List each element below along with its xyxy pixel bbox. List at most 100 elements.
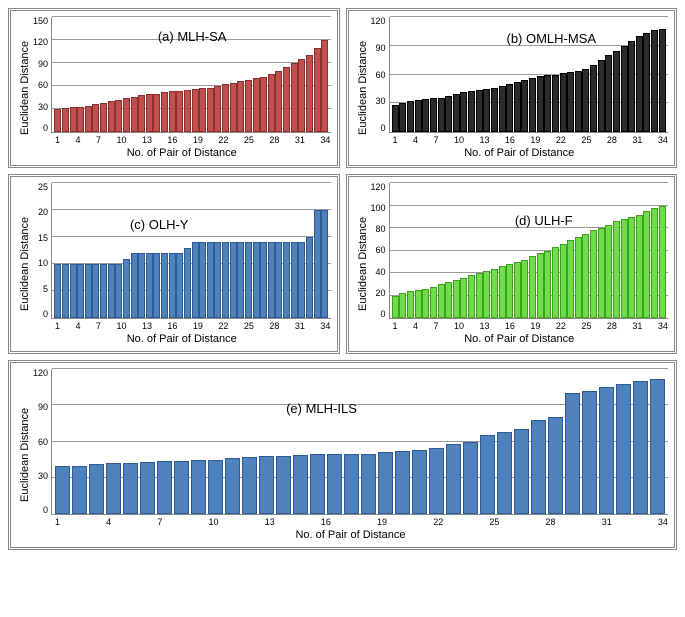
bar (253, 78, 260, 132)
bar (314, 48, 321, 132)
plot-area: (c) OLH-Y (51, 183, 331, 319)
bar (276, 456, 291, 514)
bar (429, 448, 444, 514)
bar (651, 208, 658, 318)
y-ticks: 0510152025 (33, 183, 51, 319)
bar (567, 72, 574, 132)
bar (245, 80, 252, 132)
bar (560, 244, 567, 318)
bar (544, 75, 551, 133)
bar (169, 253, 176, 318)
bar (407, 291, 414, 318)
plot-area: (e) MLH-ILS (51, 369, 668, 515)
bar (70, 107, 77, 132)
bar (582, 234, 589, 318)
bar (169, 91, 176, 132)
bar (123, 98, 130, 132)
y-axis-label: Euclidean Distance (355, 183, 371, 345)
chart-title: (a) MLH-SA (158, 29, 227, 44)
bar (225, 458, 240, 514)
bar (253, 242, 260, 318)
bar (291, 63, 298, 132)
bar (108, 264, 115, 318)
bar (174, 461, 189, 514)
bar (491, 88, 498, 132)
bar (138, 95, 145, 132)
bar (483, 89, 490, 132)
bar (115, 100, 122, 132)
bar (415, 290, 422, 318)
bar (123, 259, 130, 318)
bar (230, 242, 237, 318)
bar (497, 432, 512, 514)
bar (306, 237, 313, 318)
bar (651, 30, 658, 132)
bar (395, 451, 410, 514)
chart-grid: Euclidean Distance0306090120150(a) MLH-S… (8, 8, 677, 550)
bar (242, 457, 257, 514)
bar (321, 210, 328, 318)
bar (499, 266, 506, 318)
plot-area: (a) MLH-SA (51, 17, 330, 133)
bar (259, 456, 274, 514)
bar (598, 228, 605, 318)
x-ticks: 147101316192225283134 (55, 319, 331, 331)
bar (146, 94, 153, 132)
bar (463, 442, 478, 515)
bar (92, 104, 99, 132)
x-axis-label: No. of Pair of Distance (33, 145, 331, 159)
bar (208, 460, 223, 514)
bar (659, 206, 666, 319)
bar (230, 83, 237, 132)
x-ticks: 147101316192225283134 (393, 133, 669, 145)
bar (582, 69, 589, 132)
bar (650, 379, 665, 514)
bar (560, 73, 567, 132)
bar (537, 76, 544, 132)
bar (499, 86, 506, 132)
x-axis-label: No. of Pair of Distance (371, 145, 669, 159)
bar (214, 86, 221, 132)
bar (643, 33, 650, 132)
bar (344, 454, 359, 514)
bar (293, 455, 308, 514)
bar (392, 105, 399, 132)
plot-area: (d) ULH-F (389, 183, 668, 319)
bar (157, 461, 172, 514)
bar (460, 278, 467, 319)
bar (131, 97, 138, 132)
bar (199, 88, 206, 132)
bar (468, 275, 475, 318)
bar (184, 90, 191, 132)
bar (438, 284, 445, 318)
bar (643, 211, 650, 318)
bar (70, 264, 77, 318)
bar (636, 36, 643, 132)
bar (222, 242, 229, 318)
y-ticks: 020406080100120 (371, 183, 389, 319)
bar (268, 74, 275, 132)
bar (621, 219, 628, 318)
bar (106, 463, 121, 514)
bar (453, 280, 460, 318)
bar (260, 242, 267, 318)
bar (460, 92, 467, 132)
bars (52, 183, 331, 318)
bar (378, 452, 393, 514)
bar (245, 242, 252, 318)
bar (72, 466, 87, 514)
chart-title: (e) MLH-ILS (286, 401, 357, 416)
chart-title: (d) ULH-F (515, 213, 573, 228)
bar (422, 289, 429, 318)
plot-area: (b) OMLH-MSA (389, 17, 668, 133)
bar (598, 60, 605, 132)
bar (407, 101, 414, 132)
bar (192, 242, 199, 318)
bar (108, 101, 115, 132)
bar (636, 215, 643, 319)
bar (590, 65, 597, 132)
x-ticks: 147101316192225283134 (55, 133, 331, 145)
bar (476, 90, 483, 132)
bar (54, 109, 61, 132)
bar (115, 264, 122, 318)
